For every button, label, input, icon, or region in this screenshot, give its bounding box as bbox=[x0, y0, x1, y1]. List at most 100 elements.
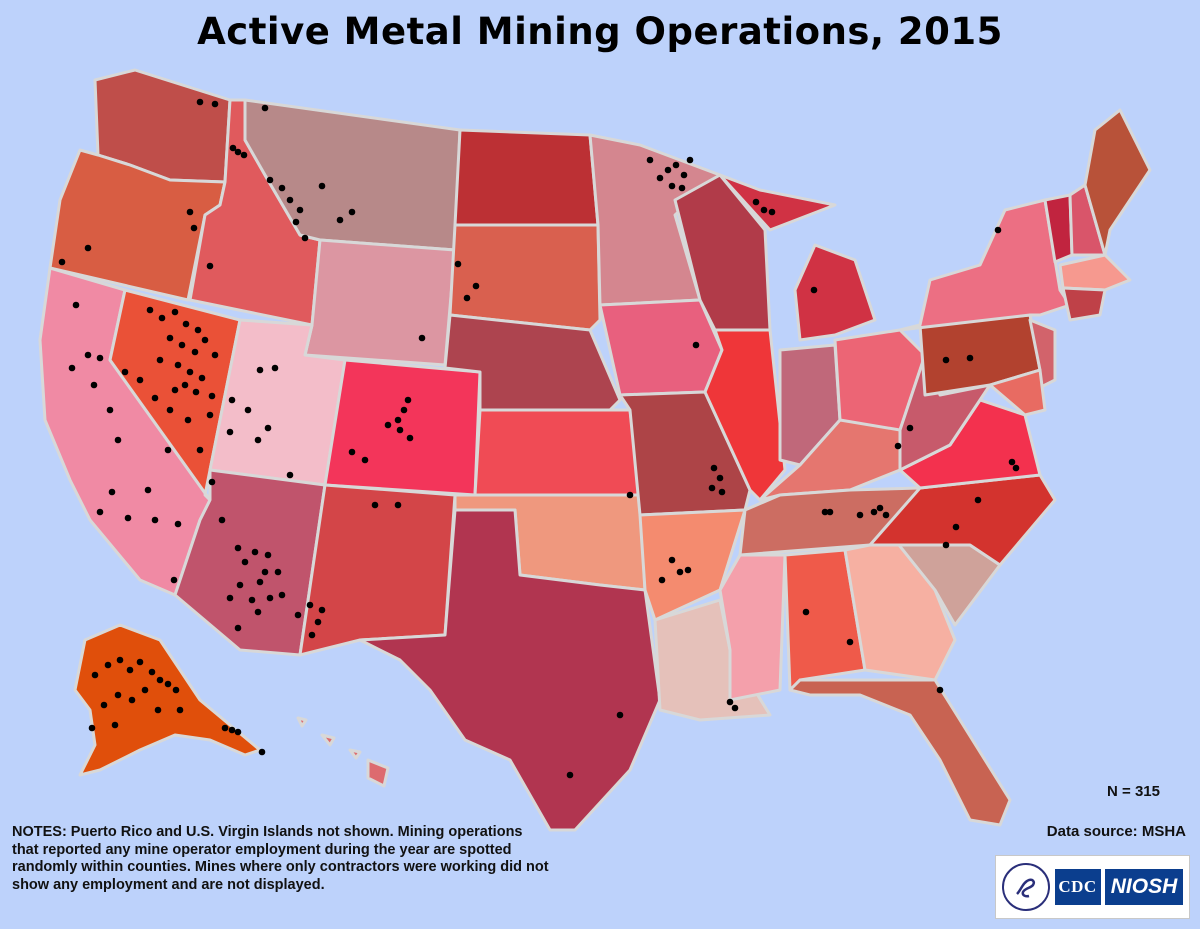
mine-dot bbox=[656, 174, 664, 182]
notes-text: NOTES: Puerto Rico and U.S. Virgin Islan… bbox=[12, 824, 549, 893]
mine-dot bbox=[208, 478, 216, 486]
mine-dot bbox=[154, 706, 162, 714]
state-AK[interactable] bbox=[73, 623, 262, 777]
mine-dot bbox=[664, 166, 672, 174]
mine-dot bbox=[676, 568, 684, 576]
mine-dot bbox=[148, 668, 156, 676]
state-AR[interactable] bbox=[638, 508, 747, 622]
mine-dot bbox=[116, 656, 124, 664]
mine-dot bbox=[463, 294, 471, 302]
state-MN[interactable] bbox=[588, 133, 722, 307]
mine-dot bbox=[198, 374, 206, 382]
mine-dot bbox=[126, 666, 134, 674]
mine-dot bbox=[211, 351, 219, 359]
mine-dot bbox=[156, 356, 164, 364]
mine-dot bbox=[1008, 458, 1016, 466]
mine-dot bbox=[228, 396, 236, 404]
mine-dot bbox=[306, 601, 314, 609]
mine-dot bbox=[870, 508, 878, 516]
mine-dot bbox=[454, 260, 462, 268]
state-CT[interactable] bbox=[1061, 286, 1107, 322]
state-IL[interactable] bbox=[703, 328, 787, 502]
state-FL[interactable] bbox=[788, 678, 1012, 827]
mine-dot bbox=[206, 262, 214, 270]
mine-dot bbox=[318, 182, 326, 190]
mine-dot bbox=[151, 516, 159, 524]
mine-dot bbox=[264, 424, 272, 432]
mine-dot bbox=[726, 698, 734, 706]
state-NJ[interactable] bbox=[1028, 318, 1057, 392]
mine-dot bbox=[952, 523, 960, 531]
mine-dot bbox=[96, 508, 104, 516]
mine-dot bbox=[241, 558, 249, 566]
mine-dot bbox=[821, 508, 829, 516]
mine-dot bbox=[191, 348, 199, 356]
mine-dot bbox=[156, 676, 164, 684]
mine-dot bbox=[274, 568, 282, 576]
mine-dot bbox=[566, 771, 574, 779]
mine-dot bbox=[146, 306, 154, 314]
state-IA[interactable] bbox=[598, 298, 724, 397]
state-AL[interactable] bbox=[783, 548, 867, 692]
mine-dot bbox=[68, 364, 76, 372]
mine-dot bbox=[400, 406, 408, 414]
state-ND[interactable] bbox=[453, 128, 600, 227]
mine-dot bbox=[261, 568, 269, 576]
state-MA[interactable] bbox=[1058, 253, 1132, 292]
mine-dot bbox=[228, 726, 236, 734]
mine-dot bbox=[994, 226, 1002, 234]
mine-dot bbox=[760, 206, 768, 214]
mine-dot bbox=[208, 392, 216, 400]
state-MI[interactable] bbox=[718, 173, 877, 342]
mine-dot bbox=[692, 341, 700, 349]
state-CO[interactable] bbox=[323, 358, 482, 497]
mine-dot bbox=[234, 148, 242, 156]
mine-dot bbox=[384, 421, 392, 429]
mine-dot bbox=[810, 286, 818, 294]
mine-dot bbox=[942, 356, 950, 364]
mine-dot bbox=[286, 471, 294, 479]
mine-dot bbox=[234, 544, 242, 552]
state-NY[interactable] bbox=[898, 198, 1072, 332]
mine-dot bbox=[121, 368, 129, 376]
mine-dot bbox=[182, 320, 190, 328]
mine-dot bbox=[174, 520, 182, 528]
mine-dot bbox=[84, 351, 92, 359]
state-HI[interactable] bbox=[296, 716, 390, 788]
mine-dot bbox=[348, 208, 356, 216]
state-WY[interactable] bbox=[303, 238, 457, 367]
mine-dot bbox=[371, 501, 379, 509]
state-SD[interactable] bbox=[448, 223, 602, 332]
state-KS[interactable] bbox=[473, 408, 642, 497]
mine-dot bbox=[171, 308, 179, 316]
mine-dot bbox=[211, 100, 219, 108]
mine-dot bbox=[234, 624, 242, 632]
mine-dot bbox=[178, 341, 186, 349]
mine-dot bbox=[672, 161, 680, 169]
state-NM[interactable] bbox=[298, 483, 457, 657]
mine-dot bbox=[206, 411, 214, 419]
map-title: Active Metal Mining Operations, 2015 bbox=[197, 10, 1003, 53]
state-MD[interactable] bbox=[988, 368, 1047, 417]
mine-dot bbox=[151, 394, 159, 402]
state-NV[interactable] bbox=[108, 288, 242, 502]
mine-dot bbox=[136, 658, 144, 666]
mine-dot bbox=[72, 301, 80, 309]
mine-dot bbox=[256, 578, 264, 586]
mine-dot bbox=[271, 364, 279, 372]
mine-dot bbox=[708, 484, 716, 492]
mine-dot bbox=[684, 566, 692, 574]
mine-dot bbox=[418, 334, 426, 342]
mine-dot bbox=[876, 504, 884, 512]
mine-dot bbox=[164, 680, 172, 688]
mine-dots bbox=[58, 98, 1020, 779]
mine-dot bbox=[826, 508, 834, 516]
mine-dot bbox=[108, 488, 116, 496]
mine-dot bbox=[752, 198, 760, 206]
state-MS[interactable] bbox=[718, 553, 787, 702]
mine-dot bbox=[236, 581, 244, 589]
mine-dot bbox=[668, 556, 676, 564]
mine-dot bbox=[404, 396, 412, 404]
mine-dot bbox=[314, 618, 322, 626]
state-TX[interactable] bbox=[358, 508, 662, 832]
